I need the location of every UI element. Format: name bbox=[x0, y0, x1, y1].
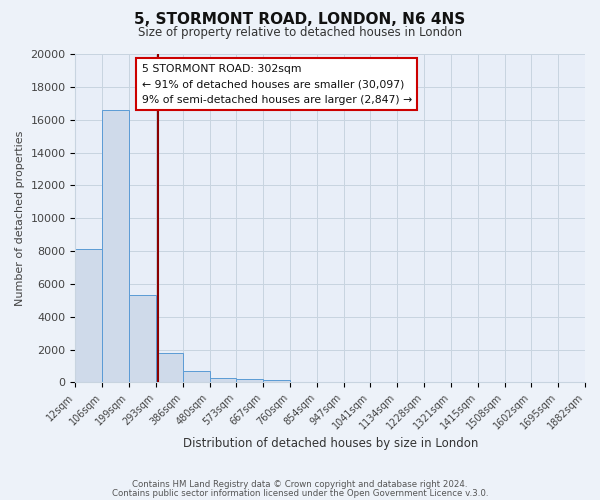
Text: 5 STORMONT ROAD: 302sqm
← 91% of detached houses are smaller (30,097)
9% of semi: 5 STORMONT ROAD: 302sqm ← 91% of detache… bbox=[142, 64, 412, 105]
Bar bbox=[236, 379, 263, 382]
Text: Size of property relative to detached houses in London: Size of property relative to detached ho… bbox=[138, 26, 462, 39]
Text: Contains public sector information licensed under the Open Government Licence v.: Contains public sector information licen… bbox=[112, 489, 488, 498]
Text: 5, STORMONT ROAD, LONDON, N6 4NS: 5, STORMONT ROAD, LONDON, N6 4NS bbox=[134, 12, 466, 28]
X-axis label: Distribution of detached houses by size in London: Distribution of detached houses by size … bbox=[182, 437, 478, 450]
Y-axis label: Number of detached properties: Number of detached properties bbox=[15, 130, 25, 306]
Bar bbox=[209, 378, 236, 382]
Bar bbox=[102, 110, 129, 382]
Text: Contains HM Land Registry data © Crown copyright and database right 2024.: Contains HM Land Registry data © Crown c… bbox=[132, 480, 468, 489]
Bar bbox=[263, 380, 290, 382]
Bar bbox=[76, 250, 102, 382]
Bar bbox=[156, 353, 182, 382]
Bar bbox=[129, 296, 156, 382]
Bar bbox=[182, 371, 209, 382]
